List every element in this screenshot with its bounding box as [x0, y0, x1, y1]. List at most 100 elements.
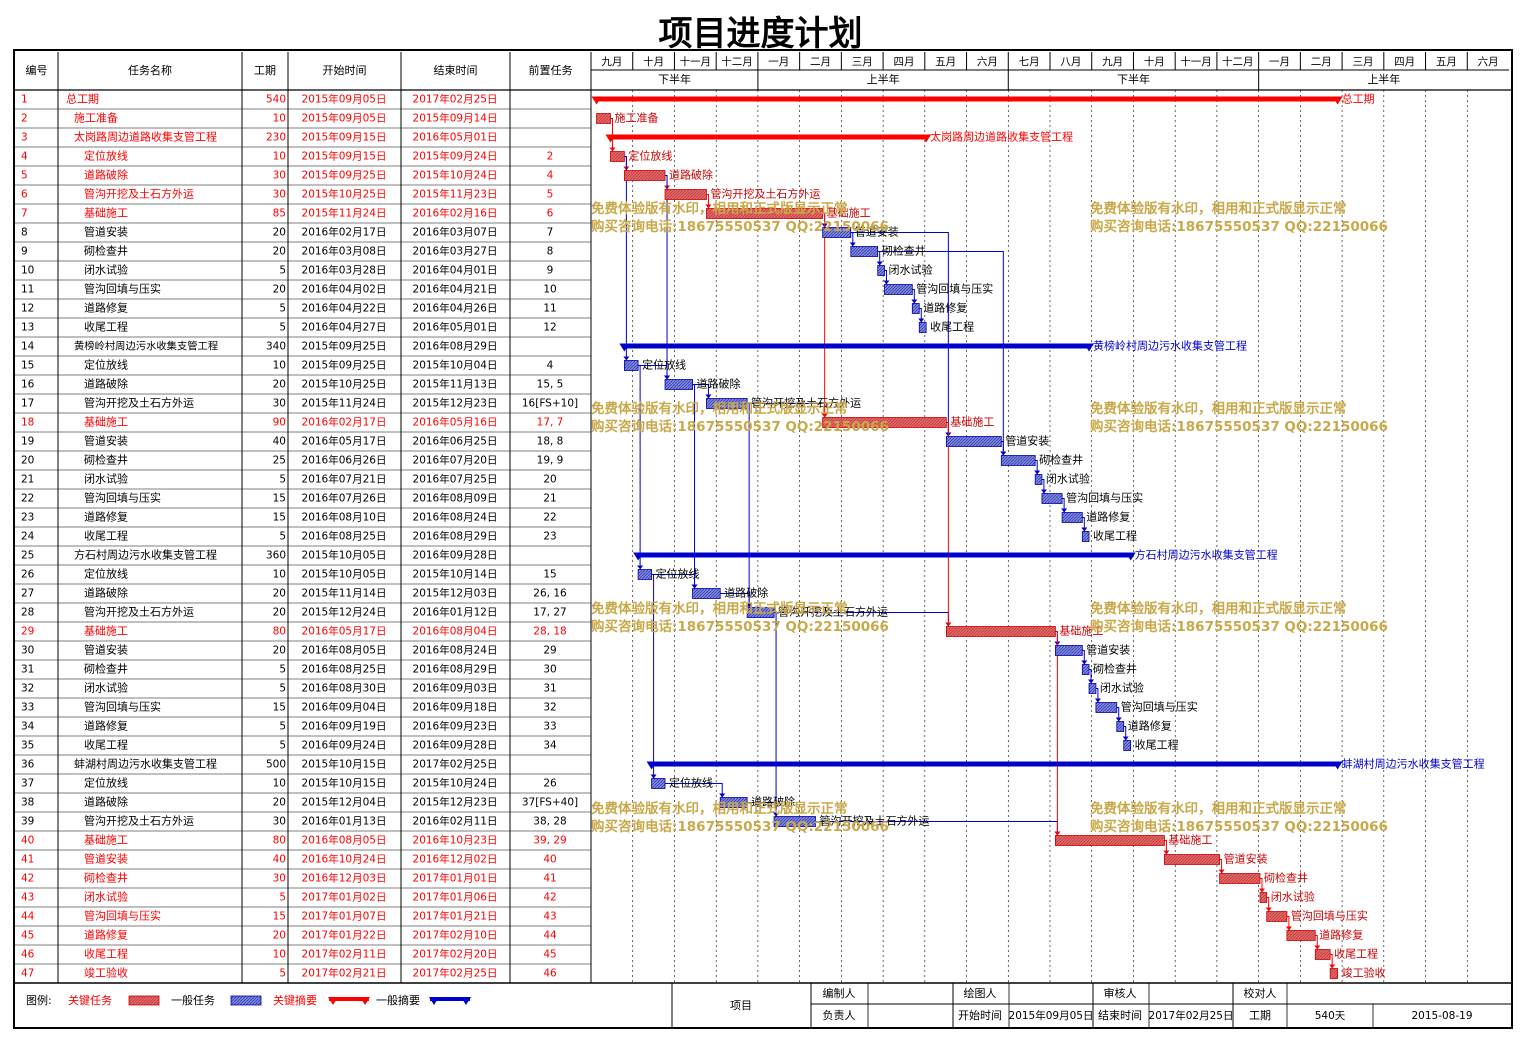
task-end: 2017年02月25日	[413, 967, 498, 980]
task-predecessors: 15	[543, 569, 556, 581]
legend-critical-summary-label: 关键摘要	[273, 993, 317, 1007]
task-bar	[1266, 911, 1288, 922]
task-name: 定位放线	[84, 776, 128, 790]
task-duration: 90	[273, 417, 286, 429]
month-label: 十月	[1144, 55, 1165, 68]
task-bar-label: 收尾工程	[1093, 529, 1137, 543]
task-predecessors: 28, 18	[533, 626, 566, 638]
dependency-arrow	[1265, 907, 1272, 912]
task-predecessors: 6	[547, 208, 554, 220]
task-end: 2016年05月01日	[413, 321, 498, 334]
task-end: 2016年07月20日	[413, 454, 498, 467]
task-id: 18	[21, 417, 34, 429]
task-duration: 10	[273, 569, 286, 581]
task-end: 2017年02月25日	[413, 93, 498, 106]
dependency-link	[638, 365, 641, 570]
task-id: 20	[21, 455, 34, 467]
task-bar-label: 定位放线	[669, 776, 713, 790]
task-id: 47	[21, 968, 34, 980]
task-bar	[1054, 645, 1083, 656]
task-end: 2016年08月24日	[413, 511, 498, 524]
legend-critical-summary-swatch	[329, 997, 369, 1001]
task-id: 12	[21, 303, 34, 315]
task-end: 2017年02月20日	[413, 948, 498, 961]
dependency-link	[1123, 726, 1127, 741]
task-duration: 10	[273, 949, 286, 961]
month-label: 六月	[1478, 56, 1499, 68]
task-end: 2016年02月16日	[413, 207, 498, 220]
task-duration: 5	[279, 303, 286, 315]
task-id: 29	[21, 626, 34, 638]
task-duration: 30	[273, 189, 286, 201]
task-end: 2016年09月28日	[413, 739, 498, 752]
task-end: 2016年08月29日	[413, 530, 498, 543]
summary-bar-label: 蚌湖村周边污水收集支管工程	[1342, 757, 1485, 771]
task-end: 2016年05月01日	[413, 131, 498, 144]
task-start: 2016年06月26日	[302, 454, 387, 467]
task-start: 2016年03月08日	[302, 245, 387, 258]
task-bar	[1219, 873, 1261, 884]
dependency-arrow	[1314, 945, 1321, 950]
column-header-3: 开始时间	[323, 63, 367, 77]
task-id: 32	[21, 683, 34, 695]
legend-summary-swatch	[430, 997, 470, 1001]
task-duration: 230	[266, 132, 286, 144]
task-id: 45	[21, 930, 34, 942]
dependency-arrow	[746, 603, 753, 608]
task-bar	[623, 360, 639, 371]
dependency-link	[822, 213, 826, 418]
legend-critical-swatch	[128, 995, 160, 1006]
task-name: 管沟开挖及土石方外运	[84, 605, 194, 619]
task-duration: 10	[273, 113, 286, 125]
task-duration: 20	[273, 607, 286, 619]
task-start: 2015年11月24日	[302, 397, 387, 410]
task-end: 2017年01月21日	[413, 910, 498, 923]
dependency-arrow	[1163, 850, 1170, 855]
month-label: 一月	[1269, 56, 1290, 68]
task-duration: 30	[273, 873, 286, 885]
dependency-link	[720, 593, 750, 608]
task-bar	[1041, 493, 1063, 504]
month-label: 二月	[1311, 56, 1332, 68]
legend-summary-swatch-cap	[429, 997, 439, 1005]
task-bar-label: 收尾工程	[1334, 947, 1378, 961]
summary-bar-label: 太岗路周边道路收集支管工程	[930, 130, 1073, 144]
task-start: 2015年10月05日	[302, 549, 387, 562]
dependency-arrow	[849, 242, 856, 247]
summary-start-cap	[646, 761, 657, 770]
task-bar-label: 竣工验收	[1342, 966, 1386, 980]
task-predecessors: 5	[547, 189, 554, 201]
task-name: 定位放线	[84, 149, 128, 163]
dependency-link	[665, 175, 668, 380]
task-name: 闭水试验	[84, 472, 128, 486]
legend-task-swatch	[230, 995, 262, 1006]
footer-reviewer-label: 审核人	[1104, 986, 1137, 1000]
task-bar-label: 基础施工	[1059, 625, 1103, 638]
task-bar	[637, 569, 652, 580]
dependency-link	[919, 308, 922, 323]
task-duration: 5	[279, 892, 286, 904]
task-start: 2016年08月05日	[302, 834, 387, 847]
month-label: 九月	[1102, 56, 1123, 68]
task-end: 2016年09月18日	[413, 701, 498, 714]
task-predecessors: 9	[547, 265, 554, 277]
summary-end-cap	[1125, 552, 1136, 561]
task-name: 管道安装	[84, 643, 128, 657]
summary-end-cap	[1332, 96, 1343, 105]
dependency-link	[665, 783, 723, 798]
task-name: 基础施工	[84, 834, 128, 847]
month-label: 十月	[643, 55, 664, 68]
dependency-link	[774, 612, 777, 817]
task-start: 2015年09月25日	[302, 340, 387, 353]
dependency-link	[1082, 650, 1085, 665]
dependency-arrow	[705, 204, 712, 209]
task-name: 收尾工程	[84, 738, 128, 752]
task-id: 19	[21, 436, 34, 448]
task-predecessors: 44	[543, 930, 557, 942]
dependency-link	[1082, 517, 1085, 532]
task-predecessors: 20	[543, 474, 556, 486]
task-predecessors: 26	[543, 778, 557, 790]
task-bar-label: 砌检查井	[1093, 662, 1137, 676]
dependency-arrow	[911, 299, 918, 304]
